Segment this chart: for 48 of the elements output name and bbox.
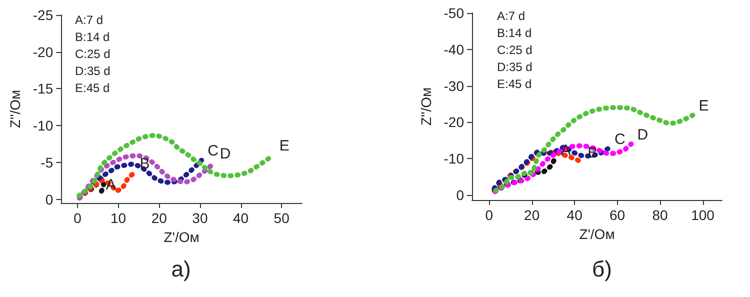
x-tick-label: 60 xyxy=(610,207,626,223)
x-tick-label: 0 xyxy=(485,207,494,223)
x-tick-label: 80 xyxy=(652,207,668,223)
series-label: C xyxy=(208,142,219,160)
series-label: B xyxy=(588,144,598,162)
annotation: C:25 d xyxy=(75,47,110,61)
series-label: E xyxy=(698,98,709,115)
y-axis-title: Z''/Ом xyxy=(418,87,434,126)
y-tick-label: -25 xyxy=(32,7,54,23)
y-tick-label: -10 xyxy=(32,118,54,134)
annotation: B:14 d xyxy=(75,30,110,44)
annotation: C:25 d xyxy=(497,43,532,57)
x-tick-label: 40 xyxy=(566,207,583,223)
x-tick-label: 20 xyxy=(151,210,168,226)
y-tick-label: 0 xyxy=(45,191,54,208)
annotation: B:14 d xyxy=(497,26,532,40)
series-label: D xyxy=(220,146,231,163)
y-tick-label: -15 xyxy=(32,80,54,97)
annotation: A:7 d xyxy=(75,13,104,27)
annotation: E:45 d xyxy=(497,77,532,91)
y-tick-label: -10 xyxy=(444,150,464,167)
series-label: D xyxy=(637,126,648,144)
annotation: D:35 d xyxy=(75,64,110,78)
x-tick-label: 100 xyxy=(691,207,715,223)
y-tick-label: -40 xyxy=(444,41,464,58)
x-tick-label: 40 xyxy=(232,210,249,226)
series-label: C xyxy=(614,130,626,148)
text: б) xyxy=(592,256,612,282)
text: а) xyxy=(171,256,191,282)
series-label: A xyxy=(560,142,571,159)
y-axis-title: Z''/Ом xyxy=(7,90,23,128)
annotation: E:45 d xyxy=(75,81,110,95)
y-tick-label: -20 xyxy=(32,44,54,60)
x-tick-label: 0 xyxy=(74,210,82,226)
y-tick-label: -5 xyxy=(40,154,54,170)
annotation: D:35 d xyxy=(497,60,532,74)
x-tick-label: 30 xyxy=(192,210,208,226)
y-tick-label: 0 xyxy=(456,186,464,203)
x-tick-label: 20 xyxy=(524,207,540,223)
y-tick-label: -50 xyxy=(444,5,464,21)
y-tick-label: -30 xyxy=(444,78,464,94)
x-tick-label: 10 xyxy=(110,210,126,226)
y-tick-label: -20 xyxy=(444,114,464,130)
x-tick-label: 50 xyxy=(274,210,290,226)
x-axis-title: Z'/Ом xyxy=(579,226,615,242)
x-axis-title: Z'/Ом xyxy=(164,228,200,245)
annotation: A:7 d xyxy=(497,9,526,23)
series-label: E xyxy=(279,138,290,155)
